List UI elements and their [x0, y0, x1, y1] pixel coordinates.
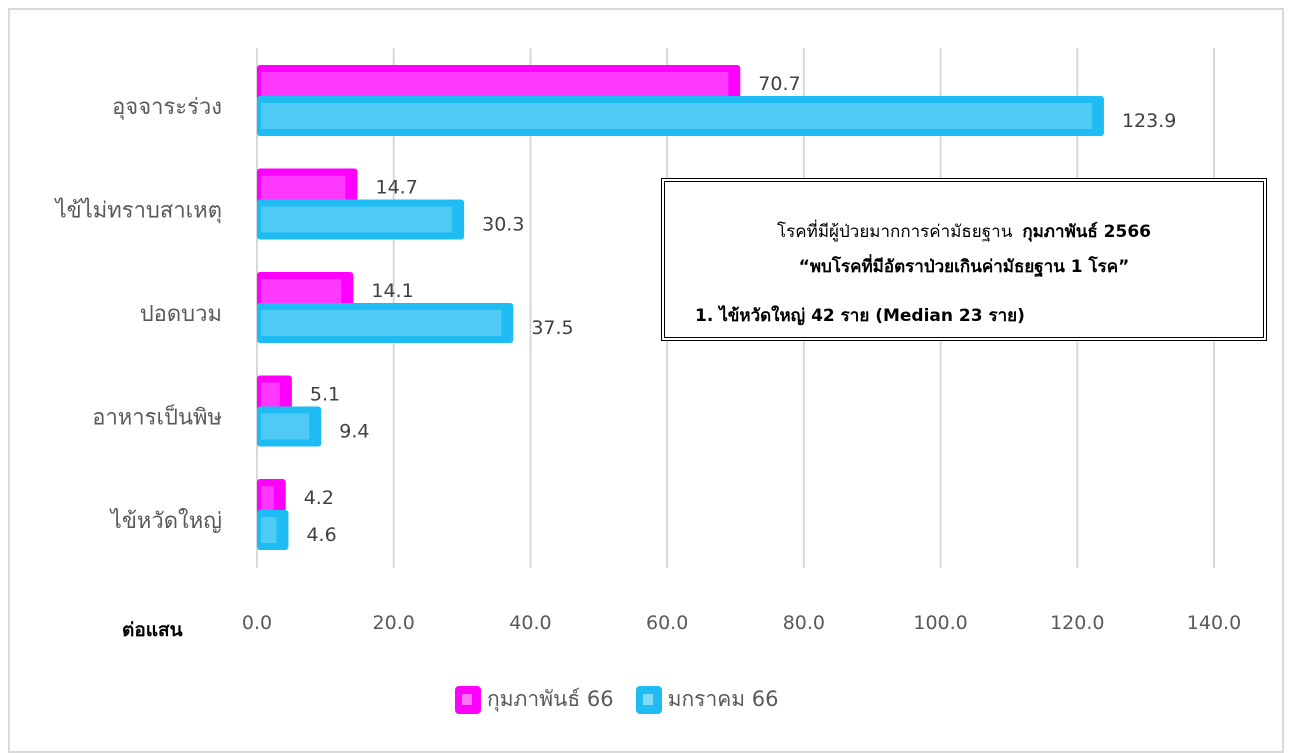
x-tick-label: 140.0 [1187, 612, 1241, 634]
x-tick-label: 60.0 [646, 612, 688, 634]
value-label: 70.7 [758, 73, 800, 95]
annotation-line-3: 1. ไข้หวัดใหญ่ 42 ราย (Median 23 ราย) [695, 306, 1025, 326]
bar-highlight [261, 486, 274, 512]
category-label: ปอดบวม [140, 302, 222, 327]
bar-highlight [261, 103, 1092, 129]
value-label: 14.7 [375, 177, 417, 199]
x-tick-label: 0.0 [242, 612, 272, 634]
category-label: ไข้ไม่ทราบสาเหตุ [54, 198, 222, 224]
annotation-box: โรคที่มีผู้ป่วยมากการค่ามัธยฐาน กุมภาพันธ… [661, 178, 1267, 341]
legend-swatch-feb [455, 685, 481, 714]
category-label: ไข้หวัดใหญ่ [109, 508, 222, 534]
legend-label-jan: มกราคม 66 [667, 687, 779, 711]
x-tick-label: 120.0 [1050, 612, 1104, 634]
bar-highlight [261, 382, 280, 409]
bar-highlight [261, 310, 502, 336]
annotation-line-1: โรคที่มีผู้ป่วยมากการค่ามัธยฐาน กุมภาพันธ… [665, 218, 1263, 245]
x-tick-label: 40.0 [509, 612, 551, 634]
value-label: 14.1 [371, 280, 413, 302]
x-tick-label: 80.0 [783, 612, 825, 634]
value-label: 30.3 [482, 214, 524, 236]
legend-item-jan: มกราคม 66 [635, 683, 779, 716]
bar-highlight [261, 279, 342, 305]
bar [257, 272, 354, 312]
value-label: 123.9 [1122, 110, 1176, 132]
value-label: 37.5 [531, 317, 573, 339]
category-label: อาหารเป็นพิษ [92, 403, 222, 431]
legend-swatch-jan [635, 685, 662, 714]
labels: 0.0 20.0 40.0 60.0 80.0 100.0 120.0 140.0 อุจจาร… [54, 73, 1242, 634]
value-label: 4.6 [306, 524, 336, 546]
bar [257, 510, 289, 550]
legend-item-feb: กุมภาพันธ์ 66 [455, 683, 614, 716]
x-tick-label: 100.0 [913, 612, 967, 634]
bar-highlight [261, 206, 453, 233]
annotation-line-2: “พบโรคที่มีอัตราป่วยเกินค่ามัธยฐาน 1 โรค… [798, 257, 1130, 277]
category-label: อุจจาระร่วง [112, 95, 222, 120]
value-label: 4.2 [304, 487, 334, 509]
annotation-line-1-text: โรคที่มีผู้ป่วยมากการค่ามัธยฐาน [776, 222, 1013, 242]
bars [257, 65, 1104, 550]
value-label: 5.1 [310, 384, 340, 406]
annotation-line-1-month: กุมภาพันธ์ 2566 [1022, 222, 1151, 242]
bar [257, 65, 741, 105]
bar-highlight [261, 413, 310, 440]
bar [257, 406, 322, 447]
bar-highlight [261, 517, 277, 543]
bar [257, 199, 465, 240]
bar-highlight [261, 72, 729, 98]
bar [257, 168, 358, 209]
bar-highlight [261, 175, 346, 202]
x-tick-label: 20.0 [373, 612, 415, 634]
bar [257, 303, 514, 343]
legend: กุมภาพันธ์ 66 มกราคม 66 [455, 683, 801, 716]
value-label: 9.4 [339, 421, 369, 443]
bar [257, 479, 286, 519]
x-axis-unit-label: ต่อแสน [122, 619, 183, 641]
legend-label-feb: กุมภาพันธ์ 66 [487, 687, 614, 711]
bar [257, 96, 1104, 136]
bar [257, 375, 292, 416]
